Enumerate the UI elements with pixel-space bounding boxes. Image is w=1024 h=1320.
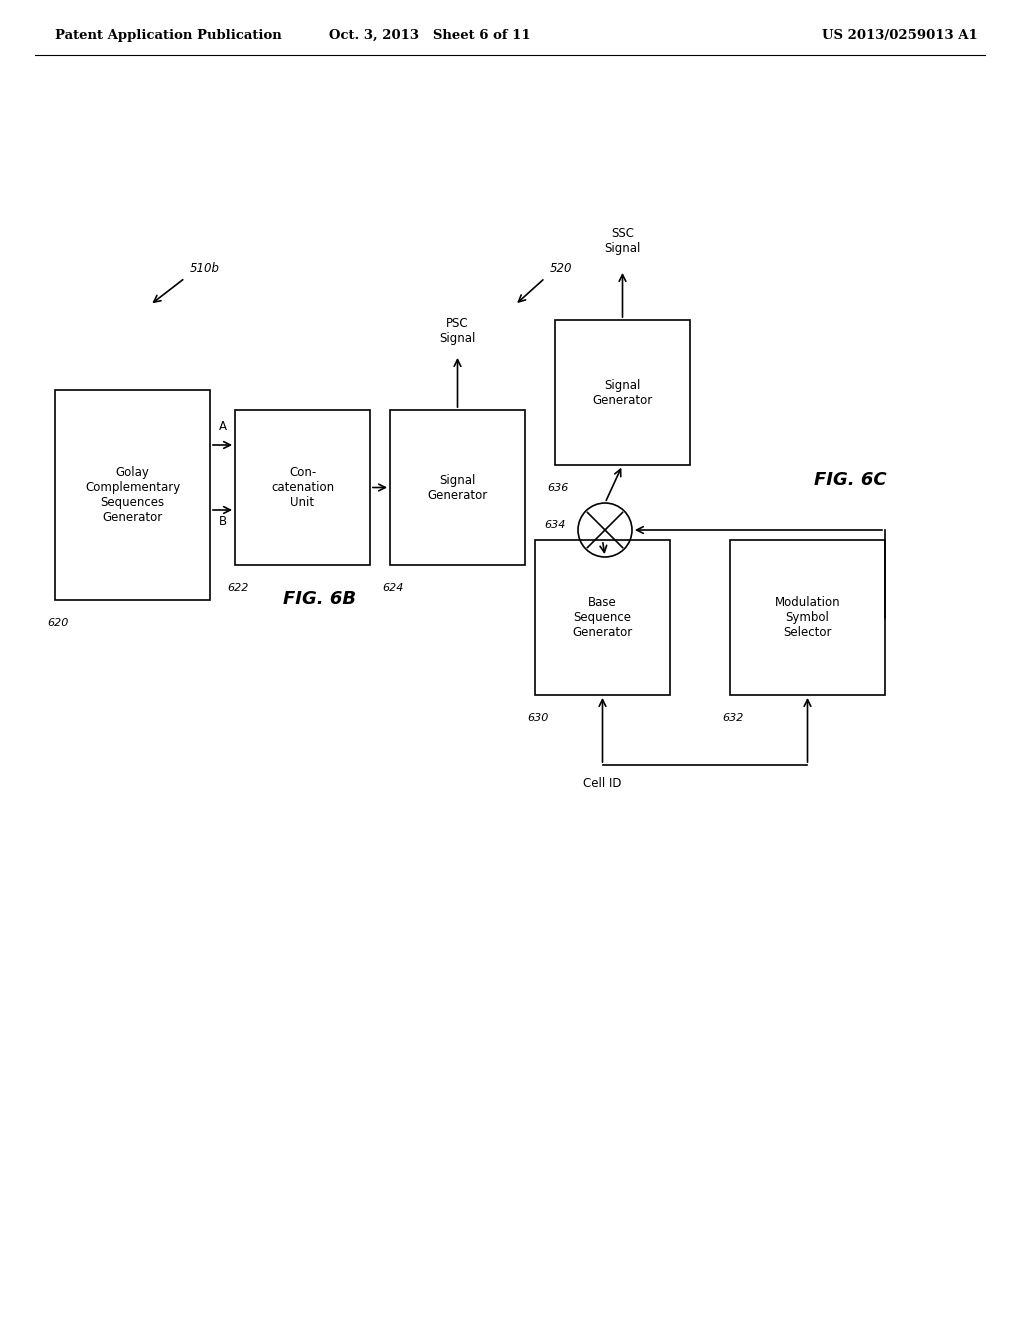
Text: Golay
Complementary
Sequences
Generator: Golay Complementary Sequences Generator (85, 466, 180, 524)
Text: SSC
Signal: SSC Signal (604, 227, 641, 255)
FancyBboxPatch shape (555, 319, 690, 465)
Text: Modulation
Symbol
Selector: Modulation Symbol Selector (775, 597, 841, 639)
Text: 620: 620 (47, 618, 69, 628)
FancyBboxPatch shape (234, 411, 370, 565)
Text: PSC
Signal: PSC Signal (439, 317, 476, 345)
Text: 622: 622 (227, 583, 249, 593)
FancyBboxPatch shape (390, 411, 525, 565)
Text: B: B (218, 515, 226, 528)
Text: 632: 632 (722, 713, 743, 723)
Text: Signal
Generator: Signal Generator (592, 379, 652, 407)
Text: Con-
catenation
Unit: Con- catenation Unit (271, 466, 334, 510)
Text: 520: 520 (550, 261, 572, 275)
Text: A: A (218, 420, 226, 433)
FancyBboxPatch shape (535, 540, 670, 696)
Text: Base
Sequence
Generator: Base Sequence Generator (572, 597, 633, 639)
Text: Oct. 3, 2013   Sheet 6 of 11: Oct. 3, 2013 Sheet 6 of 11 (329, 29, 530, 41)
FancyBboxPatch shape (730, 540, 885, 696)
Text: 624: 624 (382, 583, 403, 593)
Text: FIG. 6C: FIG. 6C (814, 471, 887, 488)
Text: US 2013/0259013 A1: US 2013/0259013 A1 (822, 29, 978, 41)
Text: Cell ID: Cell ID (584, 777, 622, 789)
Text: Patent Application Publication: Patent Application Publication (55, 29, 282, 41)
Text: Signal
Generator: Signal Generator (427, 474, 487, 502)
Text: 630: 630 (527, 713, 549, 723)
Text: FIG. 6B: FIG. 6B (284, 590, 356, 609)
Text: 634: 634 (545, 520, 566, 531)
Text: 636: 636 (547, 483, 568, 492)
Text: 510b: 510b (190, 261, 220, 275)
FancyBboxPatch shape (55, 389, 210, 601)
